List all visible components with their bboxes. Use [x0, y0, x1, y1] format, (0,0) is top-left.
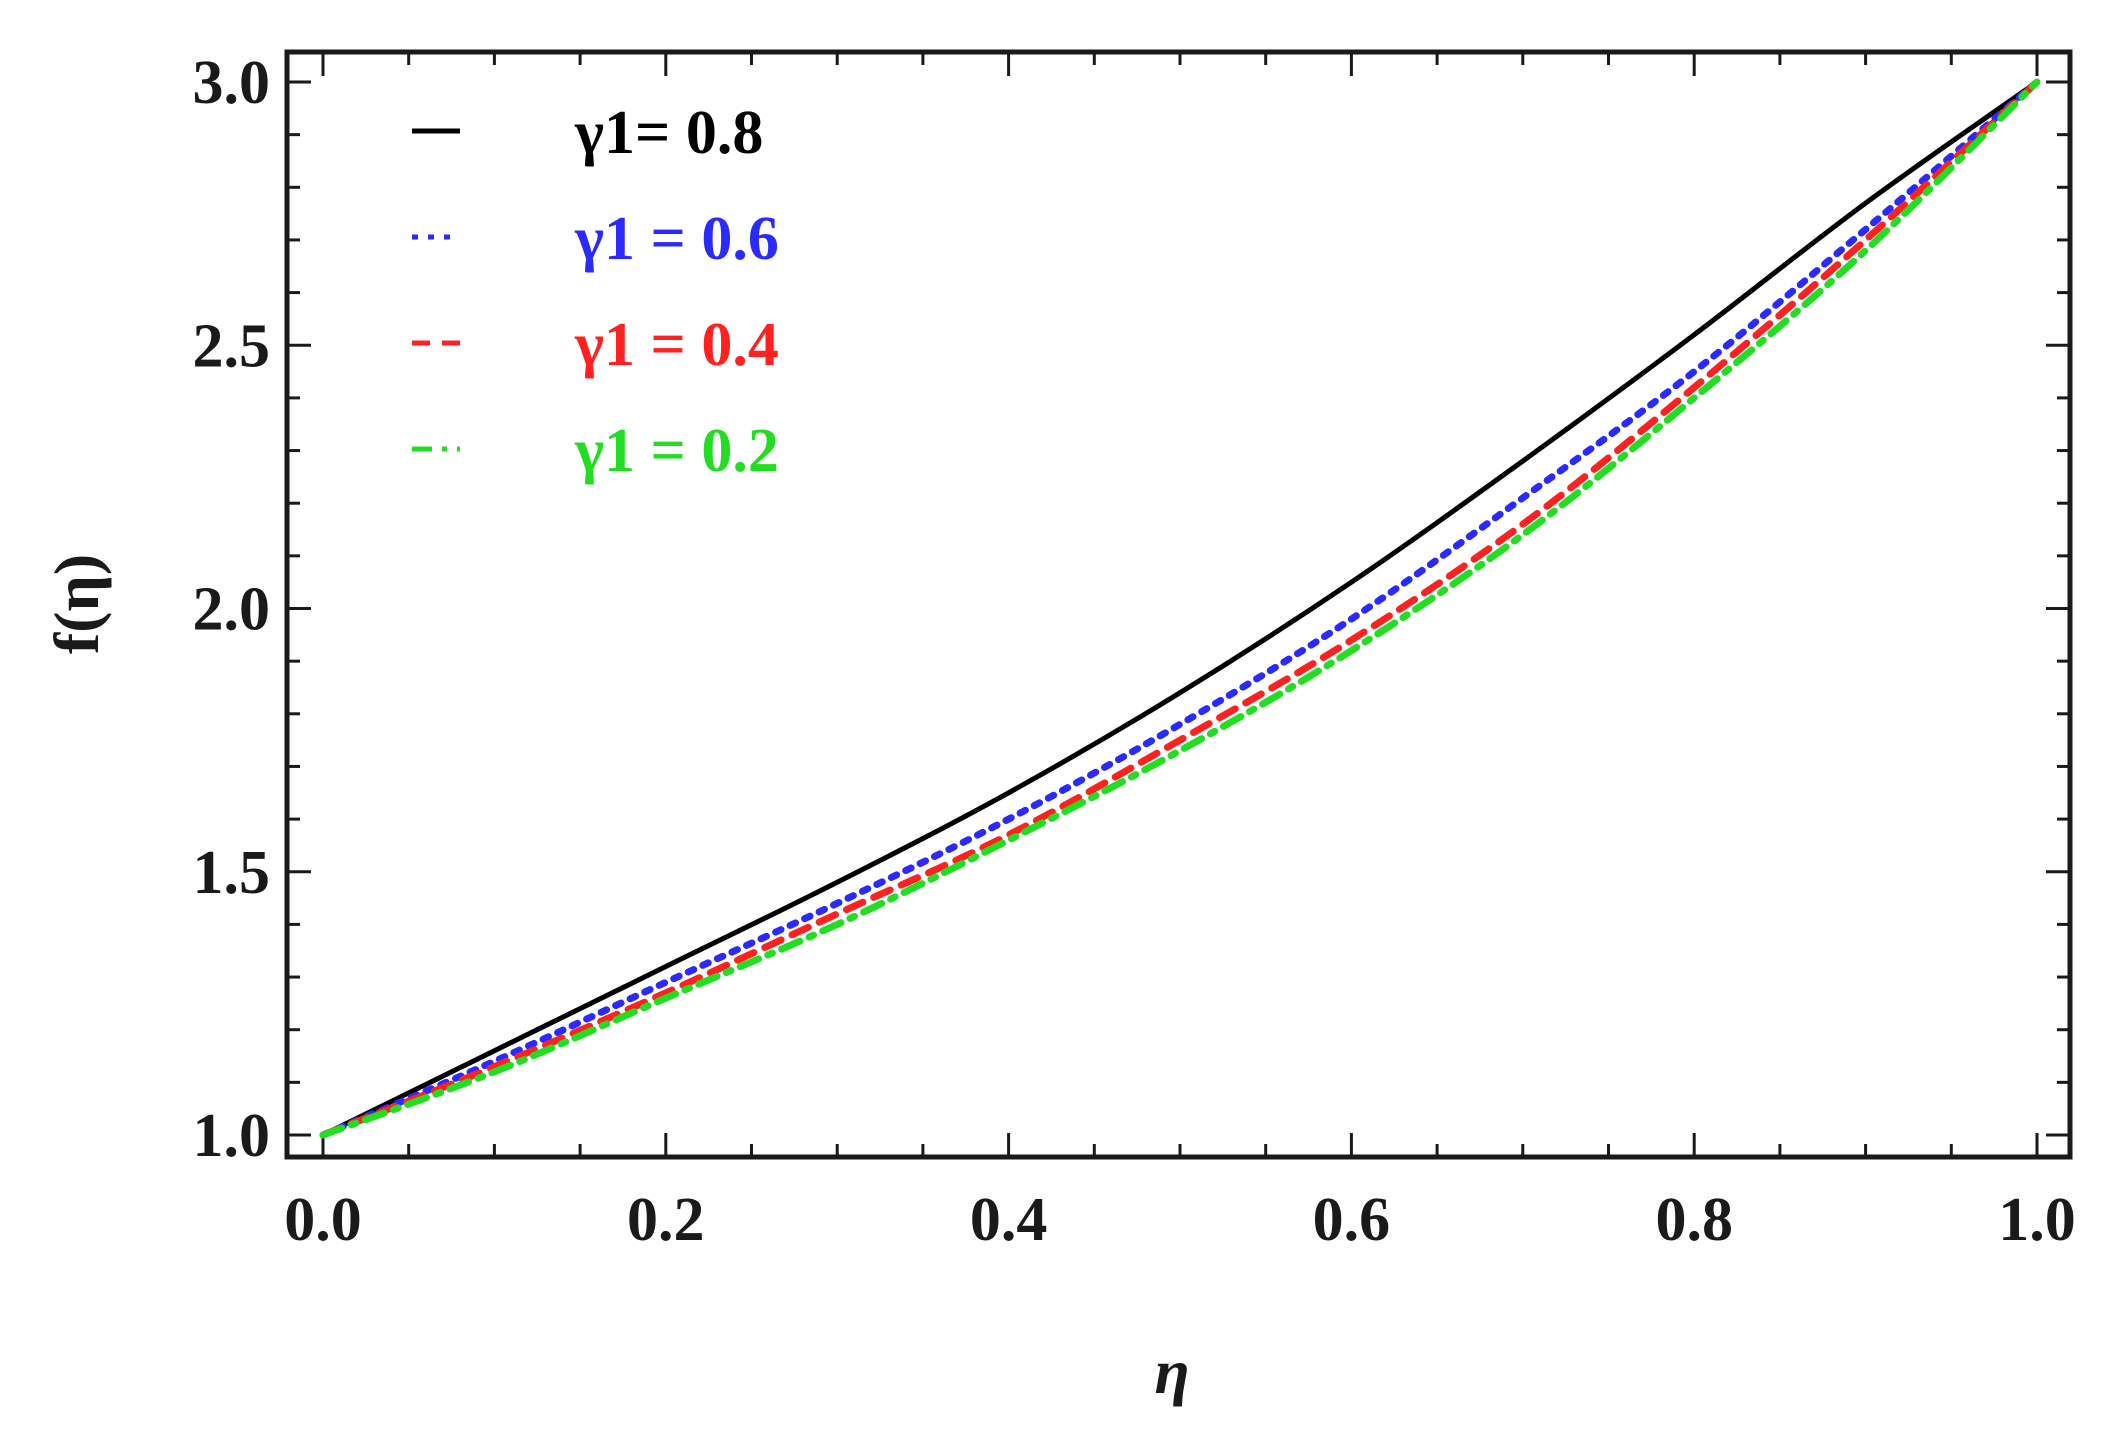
- y-tick-label: 1.5: [193, 839, 271, 907]
- x-tick-label: 0.2: [627, 1186, 705, 1254]
- plot-frame: [284, 49, 2073, 1160]
- x-tick-label: 0.6: [1313, 1186, 1391, 1254]
- y-tick-label: 2.5: [193, 312, 271, 380]
- y-tick-label: 2.0: [193, 576, 271, 644]
- legend: γ1= 0.8 γ1 = 0.6 γ1 = 0.4 γ1 = 0.2: [412, 99, 779, 485]
- legend-label: γ1 = 0.4: [574, 311, 779, 379]
- y-tick-label: 1.0: [193, 1102, 271, 1170]
- series-line: [319, 78, 2041, 1139]
- series-layer: [319, 78, 2041, 1139]
- legend-label: γ1 = 0.6: [574, 205, 779, 273]
- series-line: [319, 78, 2041, 1139]
- x-tick-label: 0.0: [284, 1186, 362, 1254]
- ticks-layer: [287, 52, 2070, 1157]
- x-tick-label: 0.4: [970, 1186, 1048, 1254]
- y-tick-label: 3.0: [193, 49, 271, 117]
- series-line: [319, 78, 2041, 1139]
- x-axis-title: η: [1154, 1336, 1189, 1407]
- y-axis-title: f(η): [41, 554, 112, 654]
- series-line: [320, 79, 2040, 1138]
- legend-label: γ1= 0.8: [574, 99, 763, 167]
- x-tick-label: 0.8: [1655, 1186, 1733, 1254]
- labels-layer: 0.0 0.2 0.4 0.6 0.8 1.0 1.0 1.5 2.0 2.5 3.0: [193, 49, 2076, 1254]
- legend-label: γ1 = 0.2: [574, 417, 779, 485]
- x-tick-label: 1.0: [1998, 1186, 2076, 1254]
